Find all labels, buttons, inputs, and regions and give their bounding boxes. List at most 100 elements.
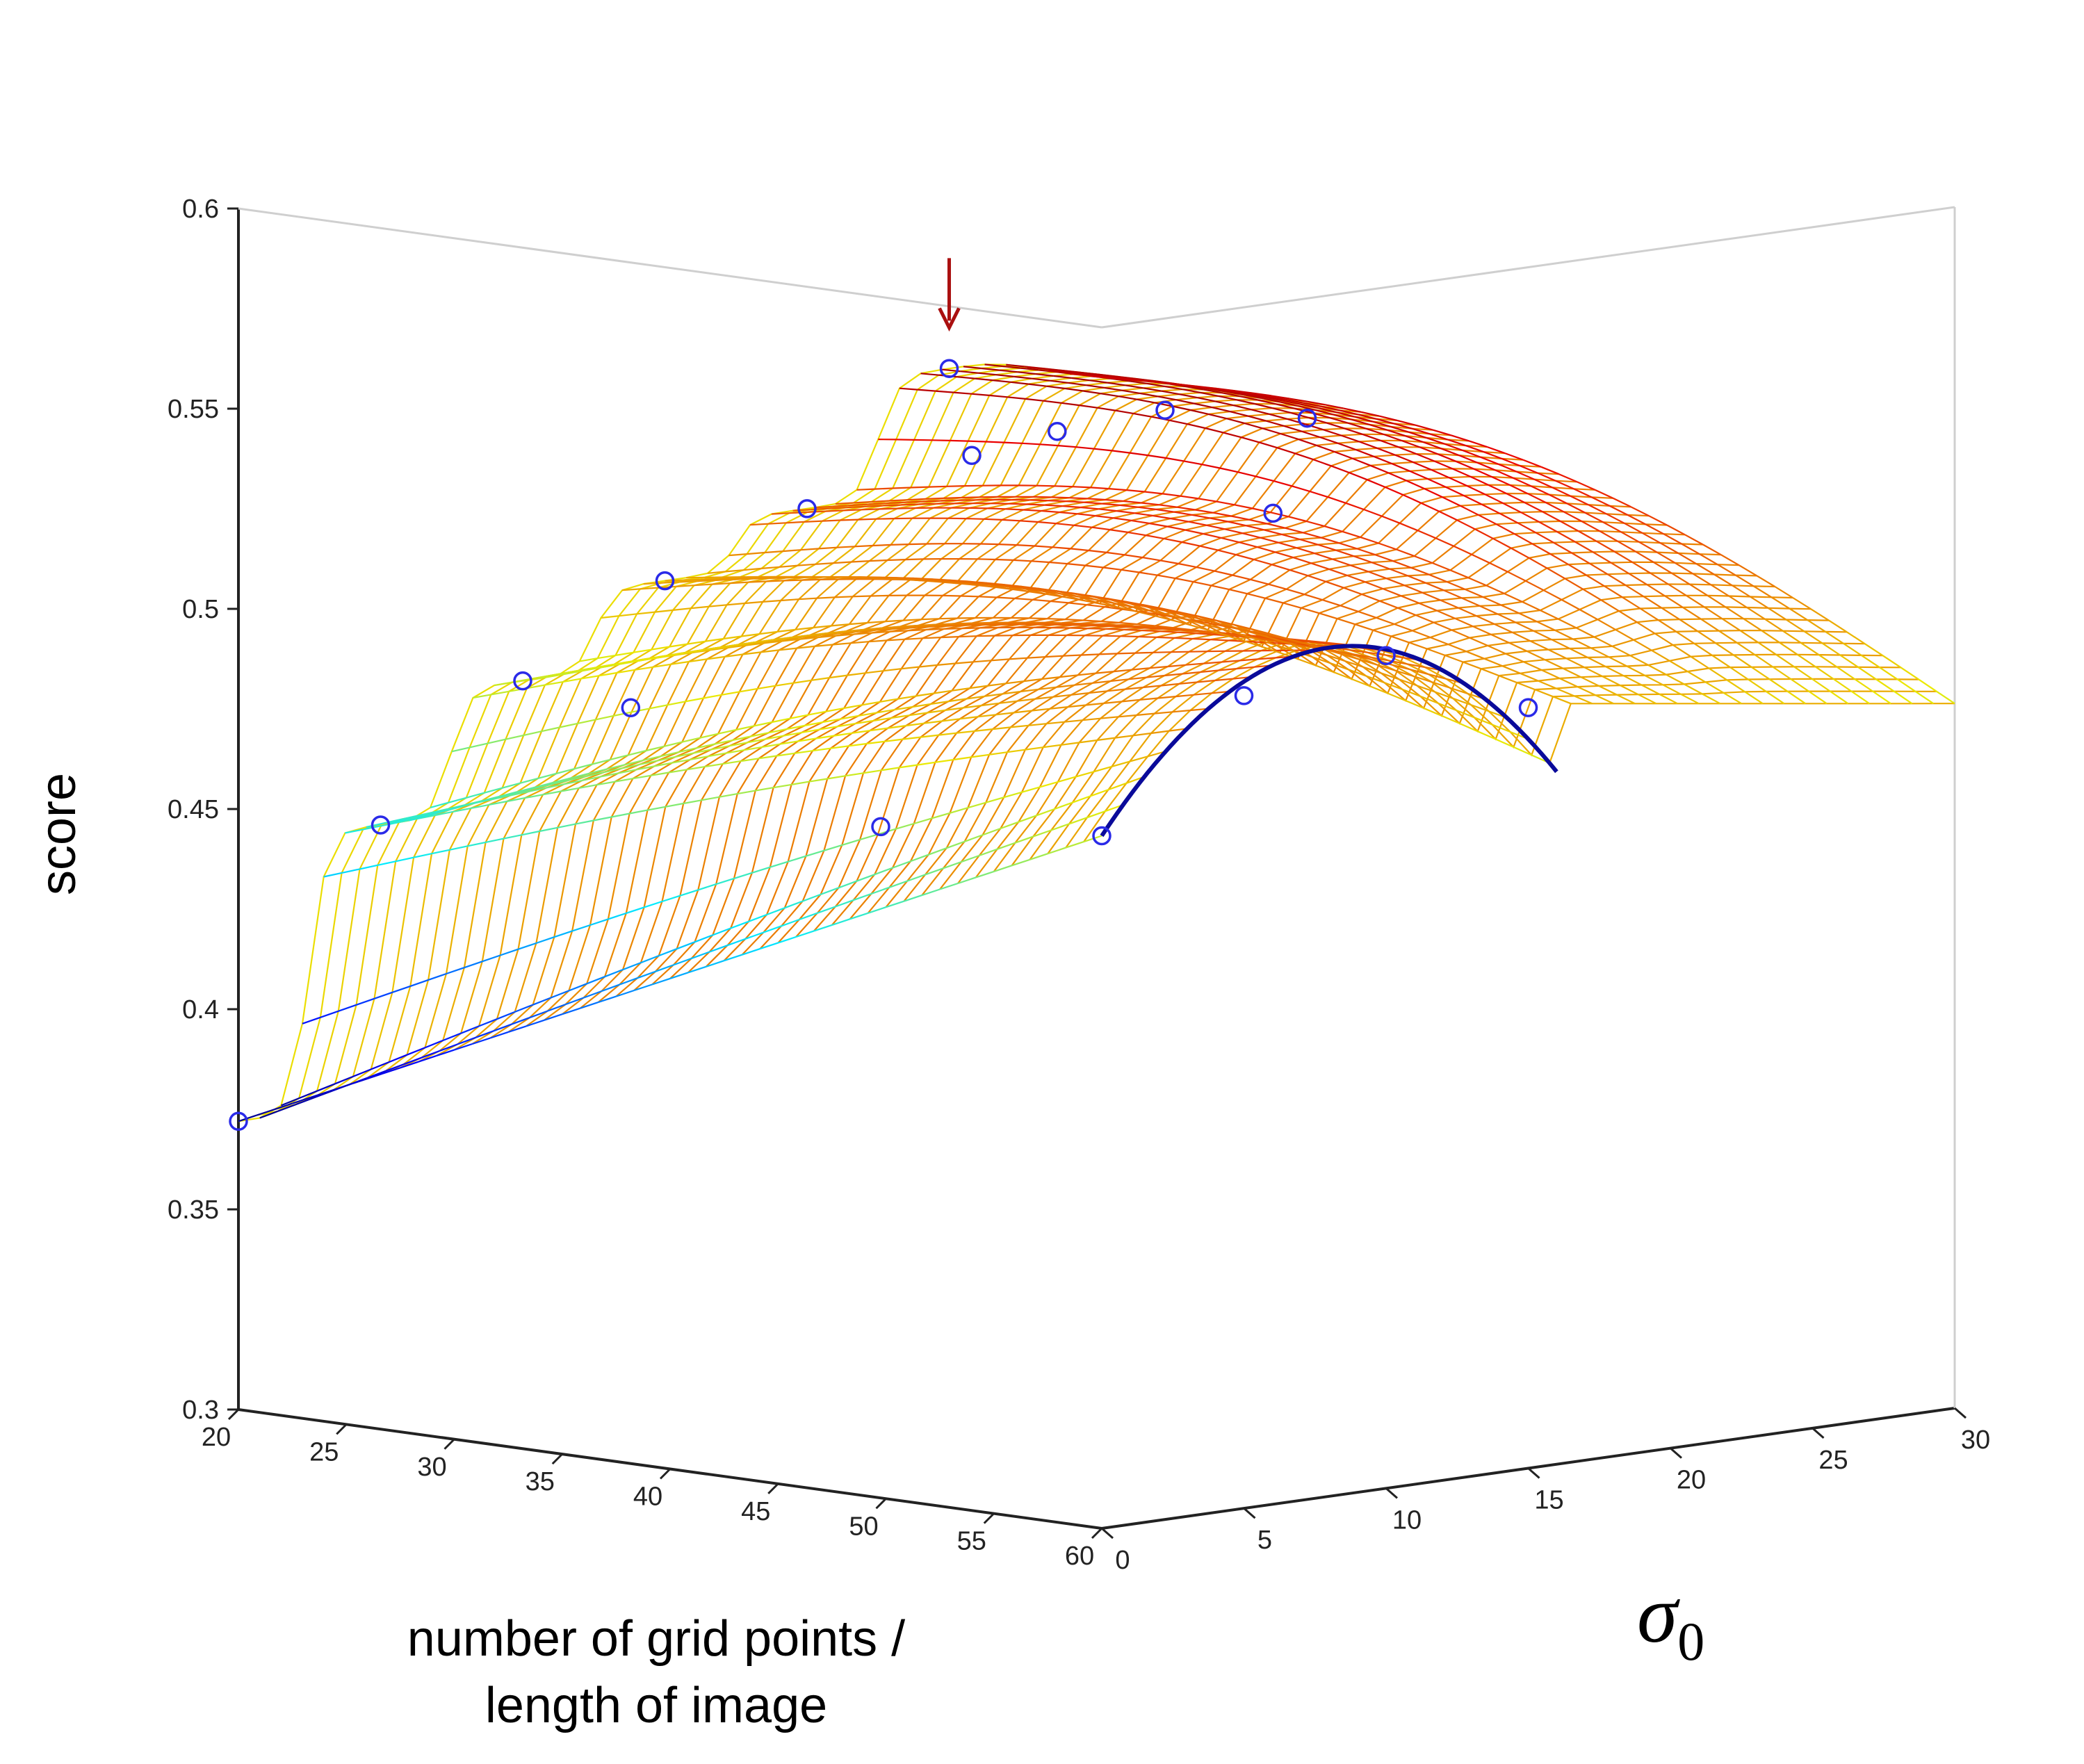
mesh-line-y — [1068, 382, 1086, 386]
mesh-line-y — [655, 964, 674, 972]
mesh-line-y — [1289, 569, 1308, 577]
mesh-line-y — [1032, 598, 1051, 603]
mesh-line-y — [1615, 628, 1634, 641]
mesh-line-y — [635, 765, 655, 771]
mesh-line-y — [1139, 571, 1157, 576]
mesh-line-y — [1338, 651, 1357, 657]
mesh-line-y — [1156, 636, 1175, 639]
mesh-line-y — [1159, 630, 1178, 633]
mesh-line-y — [1580, 676, 1599, 687]
mesh-line-y — [830, 576, 849, 578]
mesh-line-y — [712, 927, 731, 936]
mesh-line-y — [571, 772, 589, 779]
mesh-line-y — [1194, 619, 1213, 625]
mesh-line-x — [292, 369, 1146, 1104]
mesh-line-y — [442, 1032, 462, 1042]
mesh-line-y — [1173, 511, 1192, 516]
mesh-line-y — [1324, 525, 1343, 532]
mesh-line-y — [1668, 583, 1687, 596]
mesh-line-y — [1875, 678, 1895, 692]
mesh-line-y — [901, 666, 920, 670]
mesh-line-y — [738, 641, 756, 646]
mesh-line-y — [1616, 694, 1636, 705]
mesh-line-y — [1743, 618, 1762, 632]
x-tick-mark — [1091, 1527, 1103, 1540]
mesh-line-y — [1267, 395, 1286, 401]
mesh-line-y — [409, 979, 429, 987]
mesh-line-y — [1461, 597, 1481, 607]
mesh-line-y — [560, 787, 579, 792]
mesh-line-y — [1818, 654, 1838, 668]
mesh-line-y — [1556, 531, 1576, 543]
mesh-line-y — [895, 822, 915, 830]
mesh-line-y — [1269, 413, 1287, 420]
mesh-line-y — [969, 507, 988, 509]
mesh-line-y — [890, 544, 909, 546]
mesh-line-y — [1167, 664, 1186, 668]
mesh-line-y — [1221, 660, 1240, 663]
mesh-line-y — [448, 797, 467, 803]
mesh-line-y — [1748, 678, 1767, 692]
mesh-line-y — [1574, 695, 1593, 705]
mesh-line-y — [1102, 566, 1122, 571]
mesh-line-y — [1128, 531, 1146, 537]
mesh-line-x — [364, 377, 1218, 1081]
mesh-line-y — [975, 870, 995, 879]
data-point — [797, 499, 817, 518]
mesh-line-y — [1505, 653, 1524, 663]
mesh-line-y — [1438, 510, 1458, 521]
mesh-line-y — [478, 1018, 498, 1027]
mesh-line-y — [845, 628, 865, 632]
mesh-line-y — [1038, 686, 1057, 690]
mesh-line-y — [424, 1039, 443, 1049]
mesh-line-y — [1702, 693, 1721, 705]
mesh-line-y — [1821, 642, 1841, 656]
mesh-line-y — [799, 912, 818, 921]
mesh-line-y — [439, 1043, 458, 1052]
mesh-line-y — [1513, 477, 1531, 487]
mesh-line-y — [791, 781, 810, 785]
mesh-line-y — [1744, 691, 1764, 705]
mesh-line-y — [1436, 610, 1456, 619]
mesh-line-y — [945, 707, 963, 711]
mesh-line-y — [1109, 529, 1128, 533]
mesh-line-y — [352, 1068, 372, 1077]
mesh-line-y — [553, 930, 573, 938]
mesh-line-y — [1050, 823, 1070, 831]
mesh-line-y — [1623, 675, 1643, 686]
mesh-line-y — [1463, 495, 1482, 505]
mesh-line-y — [1561, 598, 1580, 610]
x-axis-title-line-1: number of grid points / — [407, 1611, 905, 1667]
mesh-line-y — [697, 743, 715, 749]
mesh-line-y — [601, 615, 619, 619]
mesh-line-y — [1353, 555, 1372, 564]
mesh-line-y — [902, 578, 920, 582]
mesh-line-y — [1582, 588, 1602, 601]
mesh-line-y — [935, 390, 954, 393]
mesh-line-y — [1793, 666, 1813, 680]
mesh-line-y — [1369, 685, 1388, 694]
mesh-line-y — [751, 866, 771, 874]
mesh-line-y — [1107, 688, 1125, 692]
mesh-line-y — [1267, 523, 1286, 529]
mesh-line-y — [1618, 610, 1638, 623]
mesh-line-y — [1188, 521, 1207, 526]
mesh-line-y — [899, 624, 918, 628]
mesh-line-y — [1420, 502, 1440, 512]
mesh-line-y — [1413, 675, 1432, 683]
mesh-line-y — [1239, 658, 1258, 662]
mesh-line-y — [1215, 619, 1235, 626]
mesh-line-y — [853, 500, 872, 504]
mesh-line-y — [1118, 714, 1137, 718]
mesh-line-y — [1538, 680, 1557, 689]
mesh-line-y — [909, 543, 927, 546]
mesh-line-y — [431, 849, 450, 855]
mesh-line-y — [473, 694, 491, 699]
mesh-line-y — [1504, 452, 1524, 461]
mesh-line-y — [544, 1013, 563, 1021]
mesh-line-y — [1627, 514, 1646, 525]
mesh-line-y — [697, 579, 716, 582]
peak-arrow-layer — [938, 258, 961, 332]
mesh-line-y — [1523, 661, 1542, 671]
mesh-line-y — [786, 724, 805, 730]
